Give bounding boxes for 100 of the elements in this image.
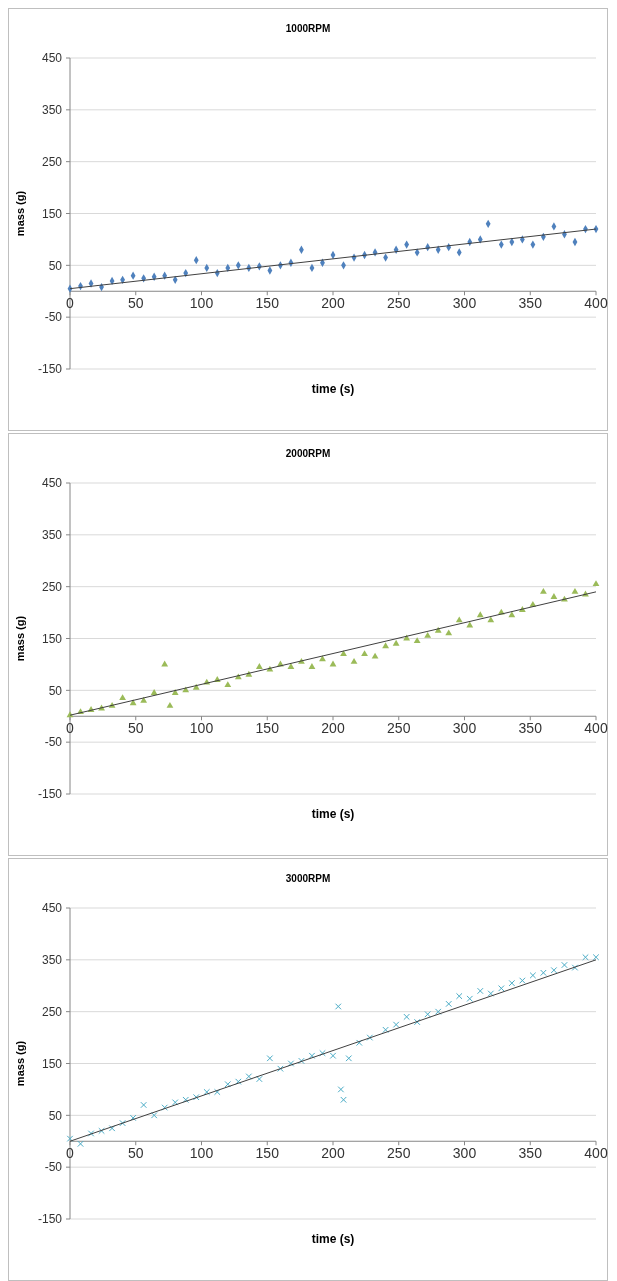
point (329, 1052, 337, 1060)
point (171, 689, 179, 695)
point (550, 593, 558, 599)
y-tick-label: 150 (41, 1056, 63, 1071)
point (519, 977, 526, 984)
point (424, 1010, 431, 1018)
point (340, 1096, 347, 1104)
point (371, 652, 379, 659)
x-tick-label: 250 (387, 1145, 411, 1162)
point (382, 1026, 389, 1034)
x-tick-label: 350 (518, 1145, 543, 1162)
x-tick-label: 400 (584, 1145, 608, 1162)
point (87, 1130, 95, 1137)
point (498, 985, 505, 992)
x-tick-label: 400 (584, 720, 608, 737)
point (571, 587, 579, 594)
point (466, 621, 474, 628)
point (434, 626, 442, 633)
point (255, 663, 263, 669)
point (455, 992, 463, 1000)
y-tick-label: 450 (41, 901, 63, 916)
y-tick-label: 350 (41, 103, 63, 118)
point (361, 650, 368, 657)
point (403, 1013, 410, 1021)
y-tick-label: 150 (41, 206, 63, 221)
point (592, 580, 600, 587)
point (413, 1018, 421, 1026)
chart-title: 3000RPM (285, 873, 331, 884)
point (392, 639, 400, 646)
x-tick-label: 300 (452, 295, 477, 312)
x-tick-label: 150 (255, 295, 280, 312)
point (345, 1055, 353, 1062)
y-axis-title: mass (g) (14, 1040, 26, 1087)
point (413, 637, 421, 644)
point (287, 1060, 295, 1067)
point (166, 701, 174, 708)
x-axis-title: time (s) (311, 1232, 355, 1246)
point (66, 1135, 74, 1142)
chart-title: 2000RPM (285, 448, 331, 459)
y-tick-label: 450 (41, 51, 63, 66)
x-tick-label: 50 (127, 720, 144, 737)
point (192, 683, 200, 690)
y-tick-label: -50 (44, 1160, 63, 1175)
x-tick-label: 300 (452, 1145, 477, 1162)
point (455, 616, 463, 623)
x-tick-label: 200 (321, 720, 345, 737)
y-tick-label: 50 (48, 258, 63, 273)
point (508, 979, 516, 987)
point (445, 1000, 453, 1008)
y-axis-title: mass (g) (14, 615, 26, 662)
point (529, 972, 537, 979)
y-tick-label: 150 (41, 631, 63, 646)
x-tick-label: 200 (321, 295, 345, 312)
point (350, 657, 358, 664)
point (308, 1052, 316, 1060)
point (571, 964, 579, 971)
point (540, 969, 547, 977)
y-tick-label: -150 (37, 362, 63, 377)
point (337, 1086, 345, 1093)
point (119, 1119, 126, 1127)
point (140, 1101, 147, 1109)
point (445, 629, 453, 636)
x-tick-label: 100 (189, 1145, 214, 1162)
point (256, 1075, 263, 1083)
point (77, 1140, 84, 1148)
y-tick-label: 450 (41, 476, 63, 491)
y-tick-label: 250 (41, 154, 63, 169)
point (434, 1008, 442, 1015)
point (487, 616, 495, 623)
y-tick-label: 50 (48, 1108, 63, 1123)
point (424, 631, 432, 638)
y-tick-label: 350 (41, 953, 63, 968)
x-tick-label: 250 (387, 720, 411, 737)
point (98, 1127, 105, 1135)
y-axis-title: mass (g) (14, 190, 26, 237)
x-tick-label: 150 (255, 1145, 280, 1162)
y-tick-label: -50 (44, 310, 63, 325)
point (298, 1057, 305, 1065)
point (366, 1034, 374, 1041)
x-tick-label: 50 (127, 295, 144, 312)
x-axis-title: time (s) (311, 807, 355, 821)
x-tick-label: 300 (452, 720, 477, 737)
point (308, 663, 316, 669)
point (171, 1099, 179, 1106)
chart-title: 1000RPM (285, 23, 331, 34)
point (392, 1021, 400, 1028)
point (540, 587, 547, 594)
x-tick-label: 0 (66, 295, 75, 312)
x-tick-label: 0 (66, 720, 75, 737)
y-tick-label: 50 (48, 683, 63, 698)
point (224, 681, 232, 688)
x-tick-label: 100 (189, 720, 214, 737)
x-tick-label: 150 (255, 720, 280, 737)
y-tick-label: 250 (41, 1004, 63, 1019)
point (140, 696, 148, 703)
point (203, 1088, 211, 1096)
y-tick-label: 350 (41, 528, 63, 543)
point (466, 995, 474, 1002)
point (334, 1003, 342, 1010)
x-tick-label: 350 (518, 720, 543, 737)
